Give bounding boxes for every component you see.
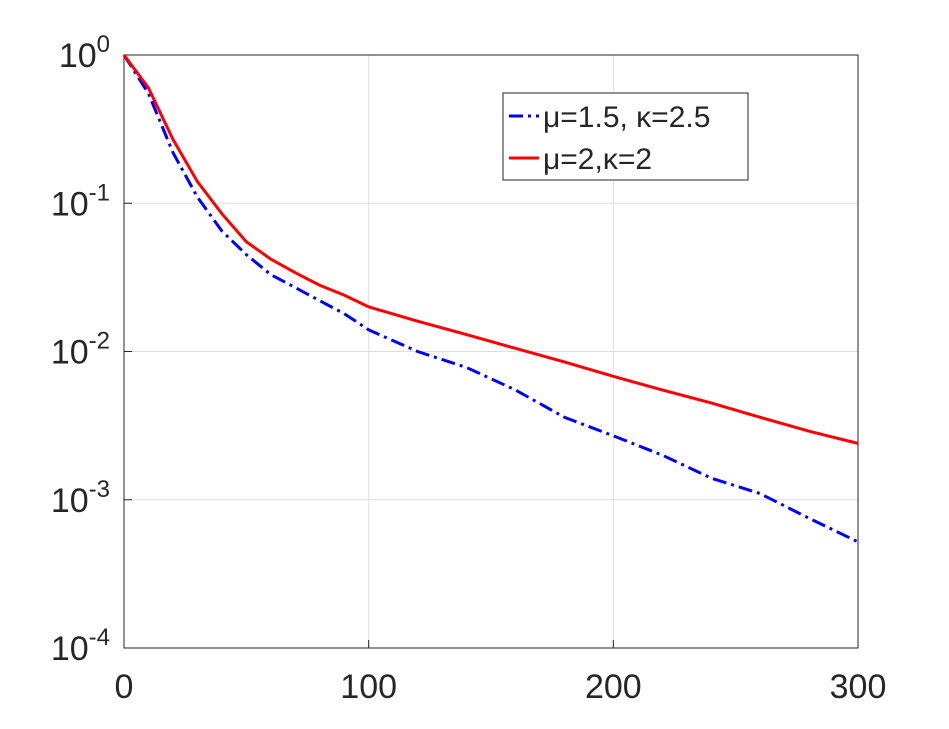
x-tick-label: 300 xyxy=(830,668,887,706)
y-tick-label: 10-1 xyxy=(51,179,110,223)
y-tick-label: 100 xyxy=(59,31,110,75)
axes-box xyxy=(123,54,859,649)
legend-label: μ=1.5, κ=2.5 xyxy=(543,101,710,134)
y-tick-label: 10-4 xyxy=(51,624,110,668)
y-tick-exp: -1 xyxy=(89,179,110,206)
x-tick-label: 200 xyxy=(585,668,642,706)
y-tick-label: 10-2 xyxy=(51,328,110,372)
y-tick-base: 10 xyxy=(51,185,89,223)
line-series xyxy=(122,54,859,445)
y-tick-base: 10 xyxy=(51,630,89,668)
y-tick-exp: 0 xyxy=(97,31,110,58)
y-tick-base: 10 xyxy=(51,334,89,372)
y-tick-label: 10-3 xyxy=(51,476,110,520)
x-tick-label: 0 xyxy=(115,668,134,706)
y-tick-exp: -2 xyxy=(89,328,110,355)
y-tick-base: 10 xyxy=(59,37,97,75)
line-series xyxy=(122,54,859,544)
x-tick-label: 100 xyxy=(340,668,397,706)
y-tick-exp: -4 xyxy=(89,624,110,651)
legend-box xyxy=(502,92,749,181)
legend-label: μ=2,κ=2 xyxy=(543,143,652,176)
y-tick-base: 10 xyxy=(51,482,89,520)
y-tick-exp: -3 xyxy=(89,476,110,503)
